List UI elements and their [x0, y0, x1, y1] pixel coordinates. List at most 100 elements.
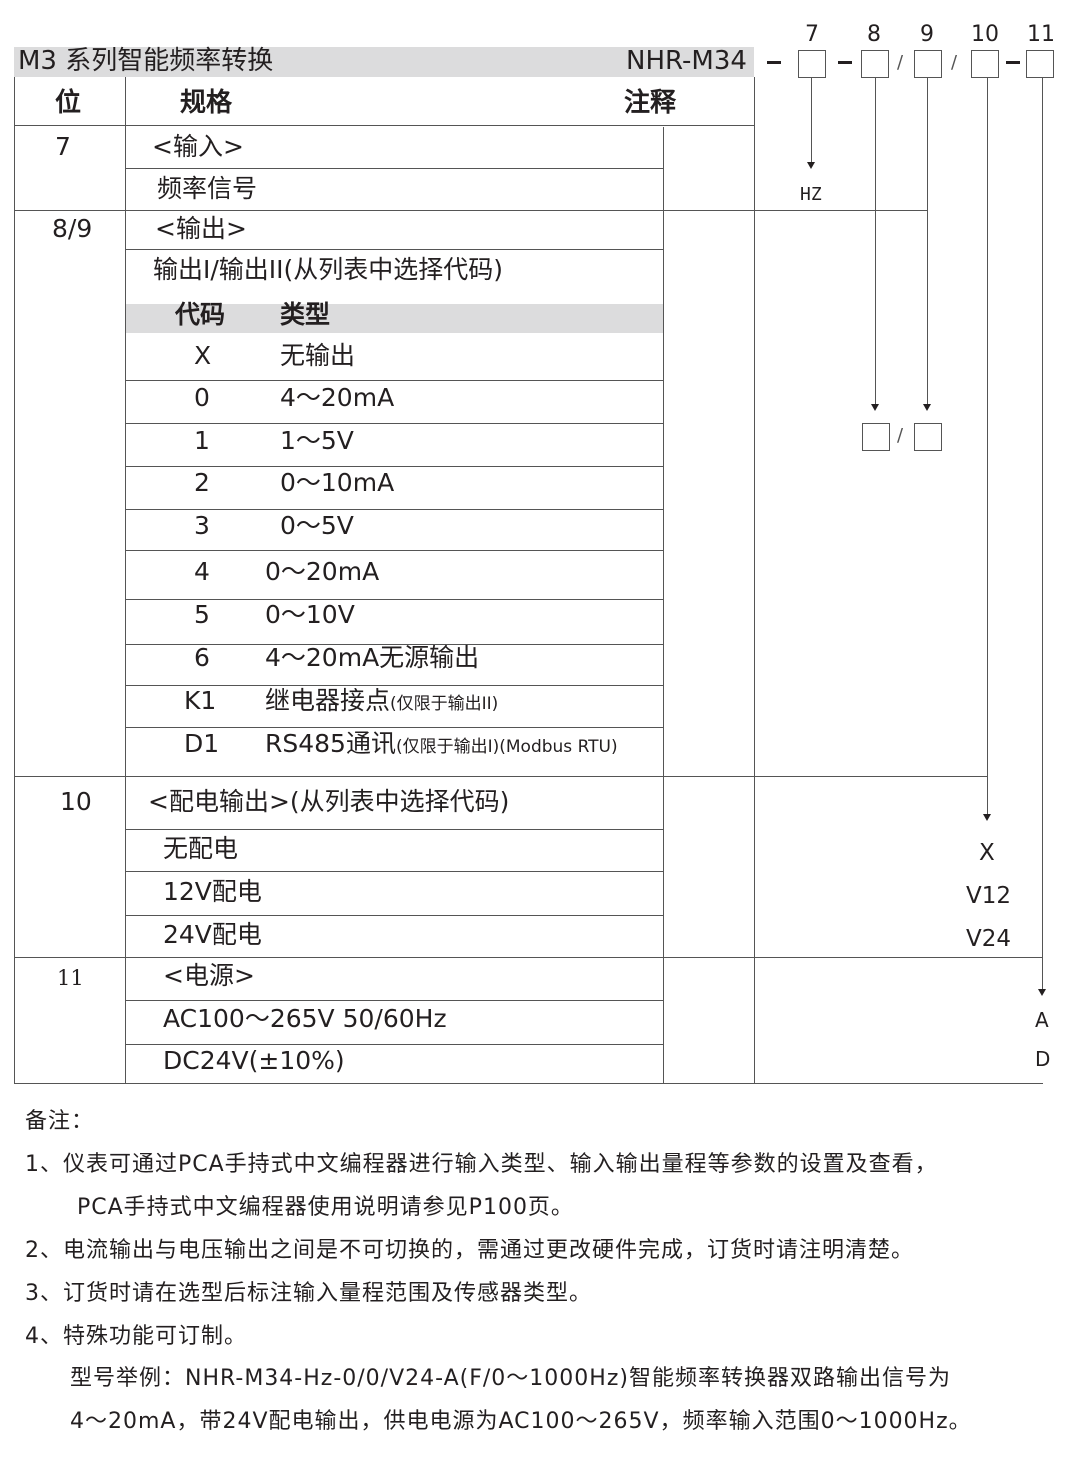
table-border	[125, 77, 126, 1083]
output-code: X	[194, 341, 212, 370]
table-border	[14, 1083, 1043, 1084]
row-pos-11: 11	[57, 966, 84, 990]
output-code: K1	[184, 686, 217, 715]
table-border	[14, 125, 754, 126]
position-label-11: 11	[1027, 22, 1055, 47]
code-column-header: 代码	[175, 300, 226, 329]
dash	[1006, 61, 1020, 64]
output-type: 无输出	[280, 341, 355, 371]
output-type: 0～5V	[280, 511, 354, 541]
row11-item: AC100～265V 50/60Hz	[163, 1004, 447, 1033]
output-box-1	[862, 423, 890, 451]
code-hz: HZ	[800, 184, 822, 205]
output-code: 6	[194, 643, 210, 672]
table-border	[14, 957, 1043, 958]
output-type: 0～10V	[265, 600, 355, 630]
output-code: D1	[184, 729, 220, 758]
output-type-label: 0～10V	[265, 600, 355, 629]
code-v12: V12	[966, 883, 1012, 909]
row11-item: DC24V(±10%)	[163, 1046, 345, 1075]
output-code: 0	[194, 383, 210, 412]
output-type: 4～20mA无源输出	[265, 643, 479, 673]
code-a: A	[1035, 1008, 1049, 1032]
row-pos-89: 8/9	[52, 214, 93, 243]
note-2: 2、电流输出与电压输出之间是不可切换的，需通过更改硬件完成，订货时请注明清楚。	[25, 1238, 914, 1263]
series-title: M3 系列智能频率转换	[18, 46, 274, 76]
dash	[838, 61, 852, 64]
connector-10	[987, 78, 988, 814]
column-header-pos: 位	[55, 88, 82, 118]
row-pos-10: 10	[60, 787, 92, 816]
code-table-header-bar	[126, 304, 663, 333]
note-4: 4、特殊功能可订制。	[25, 1324, 247, 1349]
output-code: 4	[194, 557, 210, 586]
arrow-down-icon	[807, 162, 815, 169]
note-1-cont: PCA手持式中文编程器使用说明请参见P100页。	[77, 1195, 574, 1220]
row7-title: <输入>	[152, 132, 244, 161]
row10-item: 24V配电	[163, 920, 262, 949]
arrow-down-icon	[871, 404, 879, 411]
row10-item: 无配电	[163, 834, 239, 863]
output-type-label: 1～5V	[280, 426, 354, 455]
output-type: RS485通讯(仅限于输出I)(Modbus RTU)	[265, 729, 618, 762]
position-label-10: 10	[971, 22, 999, 47]
connector-11	[1042, 78, 1043, 989]
output-type: 继电器接点(仅限于输出II)	[265, 686, 498, 719]
output-type: 4～20mA	[280, 383, 394, 413]
table-border	[663, 127, 664, 1083]
output-type-label: 无输出	[280, 341, 356, 370]
row89-subtitle: 输出I/输出II(从列表中选择代码)	[153, 255, 504, 284]
output-code: 5	[194, 600, 210, 629]
connector-7	[811, 78, 812, 162]
code-box-8	[861, 50, 889, 78]
output-code: 3	[194, 511, 210, 540]
example-line-1: 型号举例：NHR-M34-Hz-0/0/V24-A(F/0～1000Hz)智能频…	[70, 1366, 951, 1391]
slash: /	[951, 52, 958, 73]
connector-8	[875, 78, 876, 404]
notes-heading: 备注：	[25, 1109, 95, 1134]
note-1: 1、仪表可通过PCA手持式中文编程器进行输入类型、输入输出量程等参数的设置及查看…	[25, 1152, 938, 1177]
output-type: 0～20mA	[265, 557, 379, 587]
table-border	[754, 77, 755, 1083]
arrow-down-icon	[1038, 989, 1046, 996]
example-line-2: 4～20mA，带24V配电输出，供电电源为AC100～265V，频率输入范围0～…	[70, 1409, 972, 1434]
output-type: 1～5V	[280, 426, 354, 456]
code-v24: V24	[966, 926, 1012, 952]
code-box-7	[798, 50, 826, 78]
row-divider	[125, 1000, 663, 1001]
row-divider	[125, 249, 663, 250]
output-type-label: 0～20mA	[265, 557, 380, 586]
row-divider	[125, 509, 663, 510]
position-label-7: 7	[805, 22, 819, 47]
row10-title: <配电输出>(从列表中选择代码)	[148, 787, 510, 816]
row-divider	[125, 466, 663, 467]
code-x: X	[979, 840, 995, 866]
row-divider	[125, 380, 663, 381]
position-label-8: 8	[867, 22, 881, 47]
code-d: D	[1035, 1047, 1051, 1071]
slash: /	[897, 52, 904, 73]
row-divider	[125, 1044, 663, 1045]
output-type-note: (仅限于输出I)(Modbus RTU)	[395, 737, 618, 757]
row-divider	[125, 871, 663, 872]
code-box-9	[914, 50, 942, 78]
output-type: 0～10mA	[280, 468, 394, 498]
position-label-9: 9	[920, 22, 934, 47]
slash: /	[897, 425, 904, 446]
row-divider	[125, 423, 663, 424]
column-header-note: 注释	[624, 88, 677, 118]
row-divider	[125, 599, 663, 600]
connector-9	[927, 78, 928, 404]
table-border	[14, 210, 928, 211]
row-pos-7: 7	[55, 132, 71, 161]
row89-title: <输出>	[155, 214, 247, 243]
output-code: 2	[194, 468, 210, 497]
code-box-11	[1026, 50, 1054, 78]
output-type-label: 继电器接点	[265, 686, 391, 715]
model-name: NHR-M34	[626, 46, 747, 76]
output-code: 1	[194, 426, 210, 455]
output-type-label: 4～20mA无源输出	[265, 643, 480, 672]
row-divider	[125, 644, 663, 645]
table-border	[14, 77, 15, 1083]
